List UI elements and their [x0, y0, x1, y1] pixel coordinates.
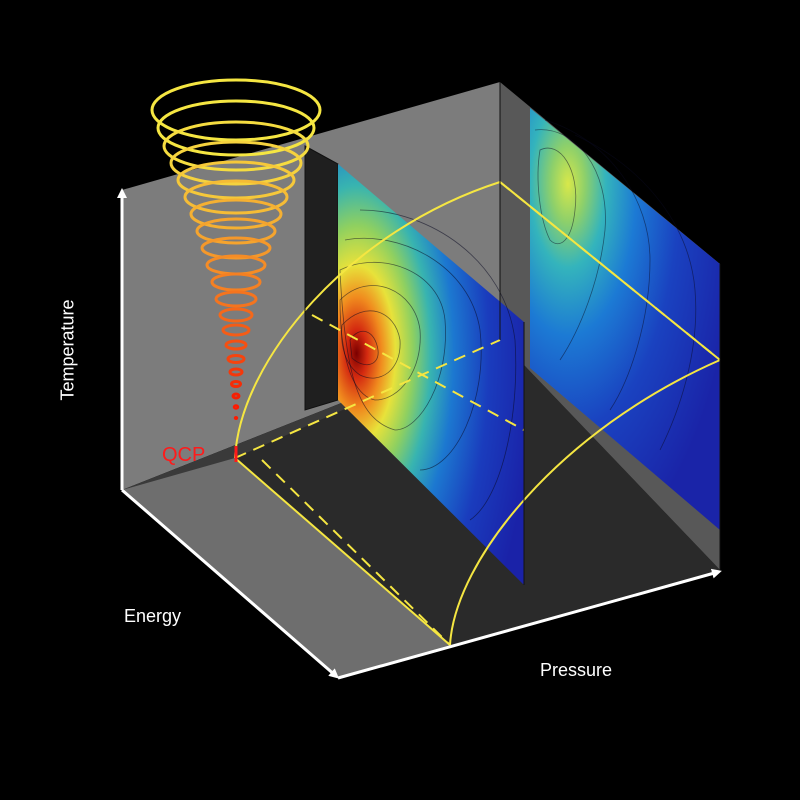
phase-boundary-dashed	[234, 181, 721, 646]
temperature-axis-label: Temperature	[57, 299, 78, 401]
energy-axis	[121, 488, 340, 679]
slice-left-heatmap	[338, 164, 524, 585]
slice-left-contours	[339, 209, 517, 521]
phase-boundary	[234, 180, 721, 646]
slice-right-contours	[534, 119, 697, 451]
axes	[117, 188, 722, 680]
slice-right-heatmap	[530, 108, 720, 530]
pressure-axis	[337, 568, 722, 680]
energy-axis-label: Energy	[124, 606, 182, 626]
box-edges	[304, 82, 721, 585]
qcp-label: QCP	[162, 444, 206, 466]
critical-cone	[150, 78, 322, 420]
floor-left-strip	[122, 458, 450, 678]
slice-left-frame	[304, 145, 339, 411]
pressure-axis-label: Pressure	[540, 660, 613, 680]
